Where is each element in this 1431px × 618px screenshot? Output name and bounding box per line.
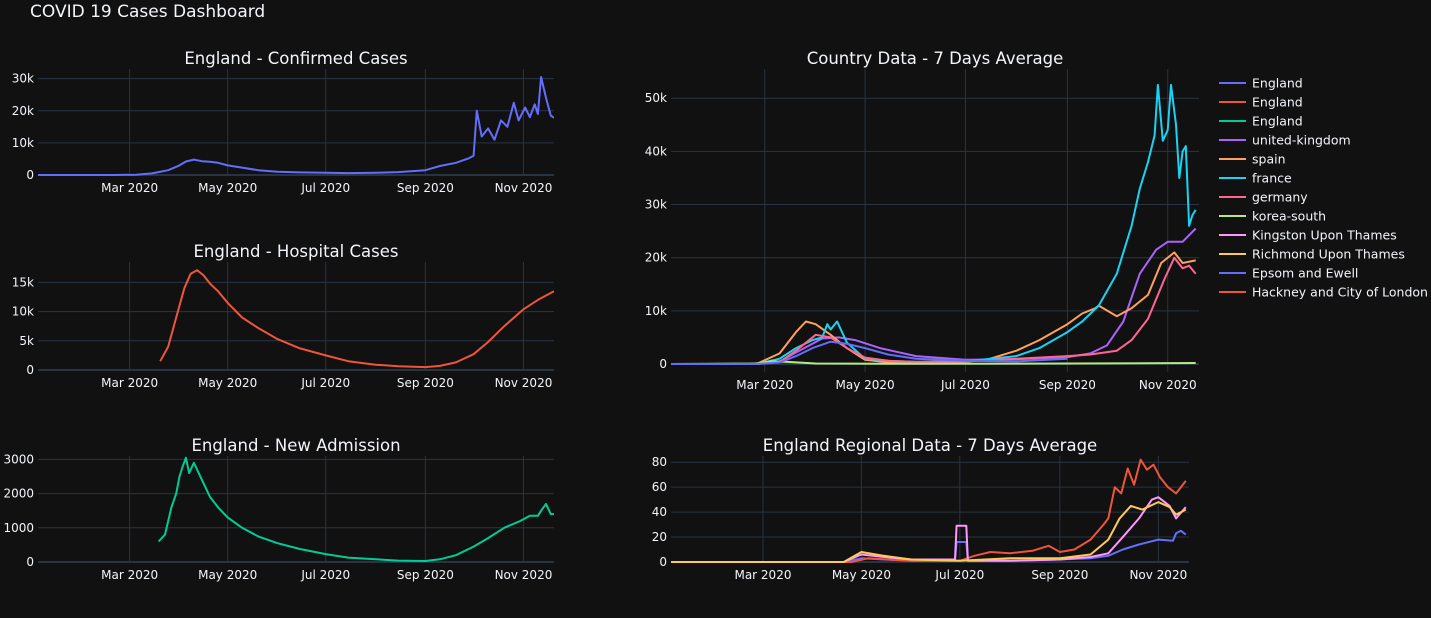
admission-xtick-label: Mar 2020 xyxy=(101,568,158,582)
legend-item[interactable]: Epsom and Ewell xyxy=(1219,266,1358,281)
regional-series-line-3 xyxy=(671,501,1187,563)
country-series-line-1 xyxy=(671,251,1196,365)
legend-label: Kingston Upon Thames xyxy=(1252,228,1397,243)
legend-label: England xyxy=(1252,95,1303,110)
legend-label: germany xyxy=(1252,190,1308,205)
country-series-line-3 xyxy=(671,256,1197,365)
country-title: Country Data - 7 Days Average xyxy=(807,49,1064,68)
admission-xtick-label: May 2020 xyxy=(198,568,257,582)
hospital-xtick-label: May 2020 xyxy=(198,376,257,390)
country-series-line-5 xyxy=(671,340,1068,365)
country-ytick-label: 10k xyxy=(645,304,667,318)
hospital-ytick-label: 10k xyxy=(12,305,34,319)
country-xtick-label: Sep 2020 xyxy=(1039,378,1096,392)
admission-ytick-label: 2000 xyxy=(3,487,34,501)
legend-item[interactable]: England xyxy=(1219,114,1303,129)
admission-xtick-label: Jul 2020 xyxy=(300,568,350,582)
admission-chart: England - New Admission Mar 2020 May 2020 J… xyxy=(3,436,554,582)
country-series-line-0 xyxy=(671,227,1197,365)
legend-item[interactable]: Kingston Upon Thames xyxy=(1219,228,1397,243)
country-chart: Country Data - 7 Days Average Mar 2020 May… xyxy=(645,49,1428,392)
regional-series-line-1 xyxy=(671,458,1187,563)
admission-ytick-label: 1000 xyxy=(3,521,34,535)
country-ytick-label: 30k xyxy=(645,198,667,212)
country-ytick-label: 40k xyxy=(645,144,667,158)
regional-title: England Regional Data - 7 Days Average xyxy=(763,436,1097,455)
regional-xtick-label: May 2020 xyxy=(832,568,891,582)
hospital-ytick-label: 5k xyxy=(19,334,34,348)
admission-xtick-label: Nov 2020 xyxy=(495,568,553,582)
legend-item[interactable]: korea-south xyxy=(1219,209,1326,224)
legend-label: united-kingdom xyxy=(1252,133,1351,148)
hospital-xtick-label: Jul 2020 xyxy=(300,376,350,390)
country-xtick-label: Mar 2020 xyxy=(736,378,793,392)
confirmed-ytick-label: 30k xyxy=(12,72,34,86)
regional-ytick-label: 40 xyxy=(652,505,667,519)
hospital-xtick-label: Sep 2020 xyxy=(397,376,454,390)
country-xtick-label: May 2020 xyxy=(836,378,895,392)
legend-label: England xyxy=(1252,114,1303,129)
confirmed-ytick-label: 10k xyxy=(12,136,34,150)
admission-series-line-0 xyxy=(157,456,554,562)
admission-xtick-label: Sep 2020 xyxy=(397,568,454,582)
regional-ytick-label: 20 xyxy=(652,530,667,544)
country-xtick-label: Jul 2020 xyxy=(940,378,990,392)
regional-xtick-label: Mar 2020 xyxy=(734,568,791,582)
legend-item[interactable]: germany xyxy=(1219,190,1308,205)
country-xtick-label: Nov 2020 xyxy=(1139,378,1197,392)
hospital-xtick-label: Mar 2020 xyxy=(101,376,158,390)
confirmed-xtick-label: Jul 2020 xyxy=(300,181,350,195)
dashboard-title: COVID 19 Cases Dashboard xyxy=(30,2,266,22)
confirmed-xtick-label: May 2020 xyxy=(198,181,257,195)
legend-label: france xyxy=(1252,171,1292,186)
legend-item[interactable]: united-kingdom xyxy=(1219,133,1351,148)
legend-label: korea-south xyxy=(1252,209,1326,224)
legend-label: Epsom and Ewell xyxy=(1252,266,1358,281)
hospital-ytick-label: 0 xyxy=(26,363,34,377)
regional-xtick-label: Jul 2020 xyxy=(934,568,984,582)
hospital-title: England - Hospital Cases xyxy=(194,242,399,261)
confirmed-xtick-label: Sep 2020 xyxy=(397,181,454,195)
legend-item[interactable]: france xyxy=(1219,171,1292,186)
admission-ytick-label: 3000 xyxy=(3,452,34,466)
admission-title: England - New Admission xyxy=(191,436,400,455)
legend-item[interactable]: England xyxy=(1219,95,1303,110)
legend-item[interactable]: England xyxy=(1219,76,1303,91)
legend-item[interactable]: spain xyxy=(1219,152,1286,167)
regional-series-line-0 xyxy=(671,529,1187,563)
regional-series-line-2 xyxy=(671,496,1187,563)
country-series-line-2 xyxy=(671,83,1197,365)
legend-item[interactable]: Hackney and City of London xyxy=(1219,285,1428,300)
legend: England England England united-kingdom spain… xyxy=(1219,76,1428,300)
country-ytick-label: 50k xyxy=(645,91,667,105)
regional-xtick-label: Sep 2020 xyxy=(1031,568,1088,582)
regional-ytick-label: 80 xyxy=(652,455,667,469)
confirmed-series-line-0 xyxy=(38,76,554,176)
confirmed-ytick-label: 0 xyxy=(26,168,34,182)
legend-label: Richmond Upon Thames xyxy=(1252,247,1405,262)
confirmed-xtick-label: Mar 2020 xyxy=(101,181,158,195)
hospital-xtick-label: Nov 2020 xyxy=(495,376,553,390)
country-ytick-label: 0 xyxy=(659,357,667,371)
legend-label: England xyxy=(1252,76,1303,91)
legend-label: Hackney and City of London xyxy=(1252,285,1428,300)
hospital-ytick-label: 15k xyxy=(12,275,34,289)
confirmed-xtick-label: Nov 2020 xyxy=(495,181,553,195)
country-ytick-label: 20k xyxy=(645,251,667,265)
regional-chart: England Regional Data - 7 Days Average Ma… xyxy=(652,436,1189,582)
regional-ytick-label: 0 xyxy=(659,555,667,569)
confirmed-ytick-label: 20k xyxy=(12,104,34,118)
hospital-chart: England - Hospital Cases Mar 2020 May 2020… xyxy=(12,242,554,390)
legend-item[interactable]: Richmond Upon Thames xyxy=(1219,247,1405,262)
regional-xtick-label: Nov 2020 xyxy=(1129,568,1187,582)
admission-ytick-label: 0 xyxy=(26,555,34,569)
legend-label: spain xyxy=(1252,152,1286,167)
regional-ytick-label: 60 xyxy=(652,480,667,494)
hospital-series-line-0 xyxy=(159,269,554,369)
confirmed-chart: England - Confirmed Cases Mar 2020 May 202… xyxy=(12,49,554,195)
confirmed-title: England - Confirmed Cases xyxy=(184,49,407,68)
